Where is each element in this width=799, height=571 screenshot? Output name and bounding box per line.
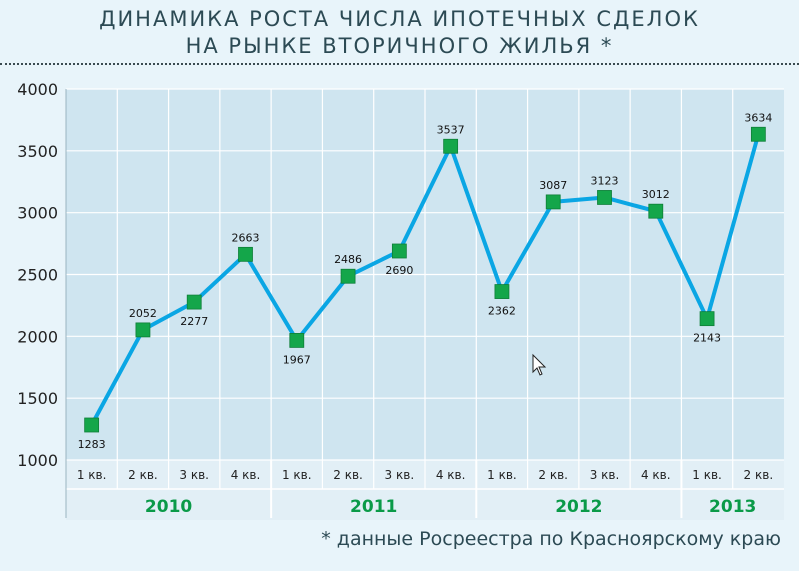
x-tick-label: 2 кв. <box>333 468 363 482</box>
x-tick-label: 1 кв. <box>487 468 517 482</box>
data-label: 1967 <box>283 353 311 366</box>
x-tick-label: 4 кв. <box>231 468 261 482</box>
data-label: 1283 <box>78 438 106 451</box>
chart-title-line-1: ДИНАМИКА РОСТА ЧИСЛА ИПОТЕЧНЫХ СДЕЛОК <box>99 7 700 31</box>
x-tick-label: 2 кв. <box>744 468 774 482</box>
x-tick-label: 2 кв. <box>128 468 158 482</box>
x-tick-label: 4 кв. <box>436 468 466 482</box>
year-label: 2011 <box>350 497 397 517</box>
data-point <box>597 190 612 205</box>
data-point <box>443 138 459 154</box>
year-label: 2012 <box>555 497 602 517</box>
data-label: 2362 <box>488 305 516 318</box>
data-point <box>750 126 766 142</box>
data-point <box>186 294 202 310</box>
y-tick-label: 4000 <box>17 80 58 99</box>
year-label: 2013 <box>709 497 756 517</box>
data-point <box>289 333 305 348</box>
y-tick-label: 3500 <box>17 142 58 161</box>
data-point <box>84 417 100 433</box>
x-tick-label: 3 кв. <box>590 468 620 482</box>
data-point <box>238 246 253 262</box>
data-label: 3087 <box>539 179 567 192</box>
chart-title-line-2: НА РЫНКЕ ВТОРИЧНОГО ЖИЛЬЯ * <box>185 34 614 58</box>
data-point <box>494 284 510 299</box>
data-point <box>545 194 561 210</box>
x-tick-label: 1 кв. <box>692 468 722 482</box>
data-label: 3012 <box>642 188 670 201</box>
x-tick-label: 2 кв. <box>538 468 568 482</box>
data-point <box>135 322 151 338</box>
x-tick-label: 1 кв. <box>282 468 312 482</box>
series-line <box>89 133 761 426</box>
data-label: 2486 <box>334 253 362 266</box>
y-tick-label: 3000 <box>17 204 58 223</box>
data-point <box>648 203 664 219</box>
data-point <box>340 268 356 284</box>
y-tick-label: 2500 <box>17 266 58 285</box>
data-label: 3634 <box>744 111 772 124</box>
data-point <box>391 243 407 259</box>
x-tick-label: 4 кв. <box>641 468 671 482</box>
footnote: * данные Росреестра по Красноярскому кра… <box>321 528 781 550</box>
data-label: 3123 <box>591 174 619 187</box>
x-tick-label: 1 кв. <box>77 468 107 482</box>
data-point <box>699 311 715 327</box>
x-tick-label: 3 кв. <box>179 468 209 482</box>
y-tick-label: 2000 <box>17 327 58 346</box>
y-tick-label: 1500 <box>17 389 58 408</box>
data-label: 2143 <box>693 332 721 345</box>
mouse-cursor-icon <box>532 353 547 376</box>
data-label: 3537 <box>437 123 465 136</box>
chart-title: ДИНАМИКА РОСТА ЧИСЛА ИПОТЕЧНЫХ СДЕЛОК НА… <box>0 6 799 60</box>
data-label: 2663 <box>232 231 260 244</box>
y-tick-label: 1000 <box>17 451 58 470</box>
x-tick-label: 3 кв. <box>385 468 415 482</box>
data-label: 2052 <box>129 307 157 320</box>
title-divider <box>0 63 799 65</box>
year-label: 2010 <box>145 497 192 517</box>
data-label: 2277 <box>180 315 208 328</box>
data-label: 2690 <box>385 264 413 277</box>
